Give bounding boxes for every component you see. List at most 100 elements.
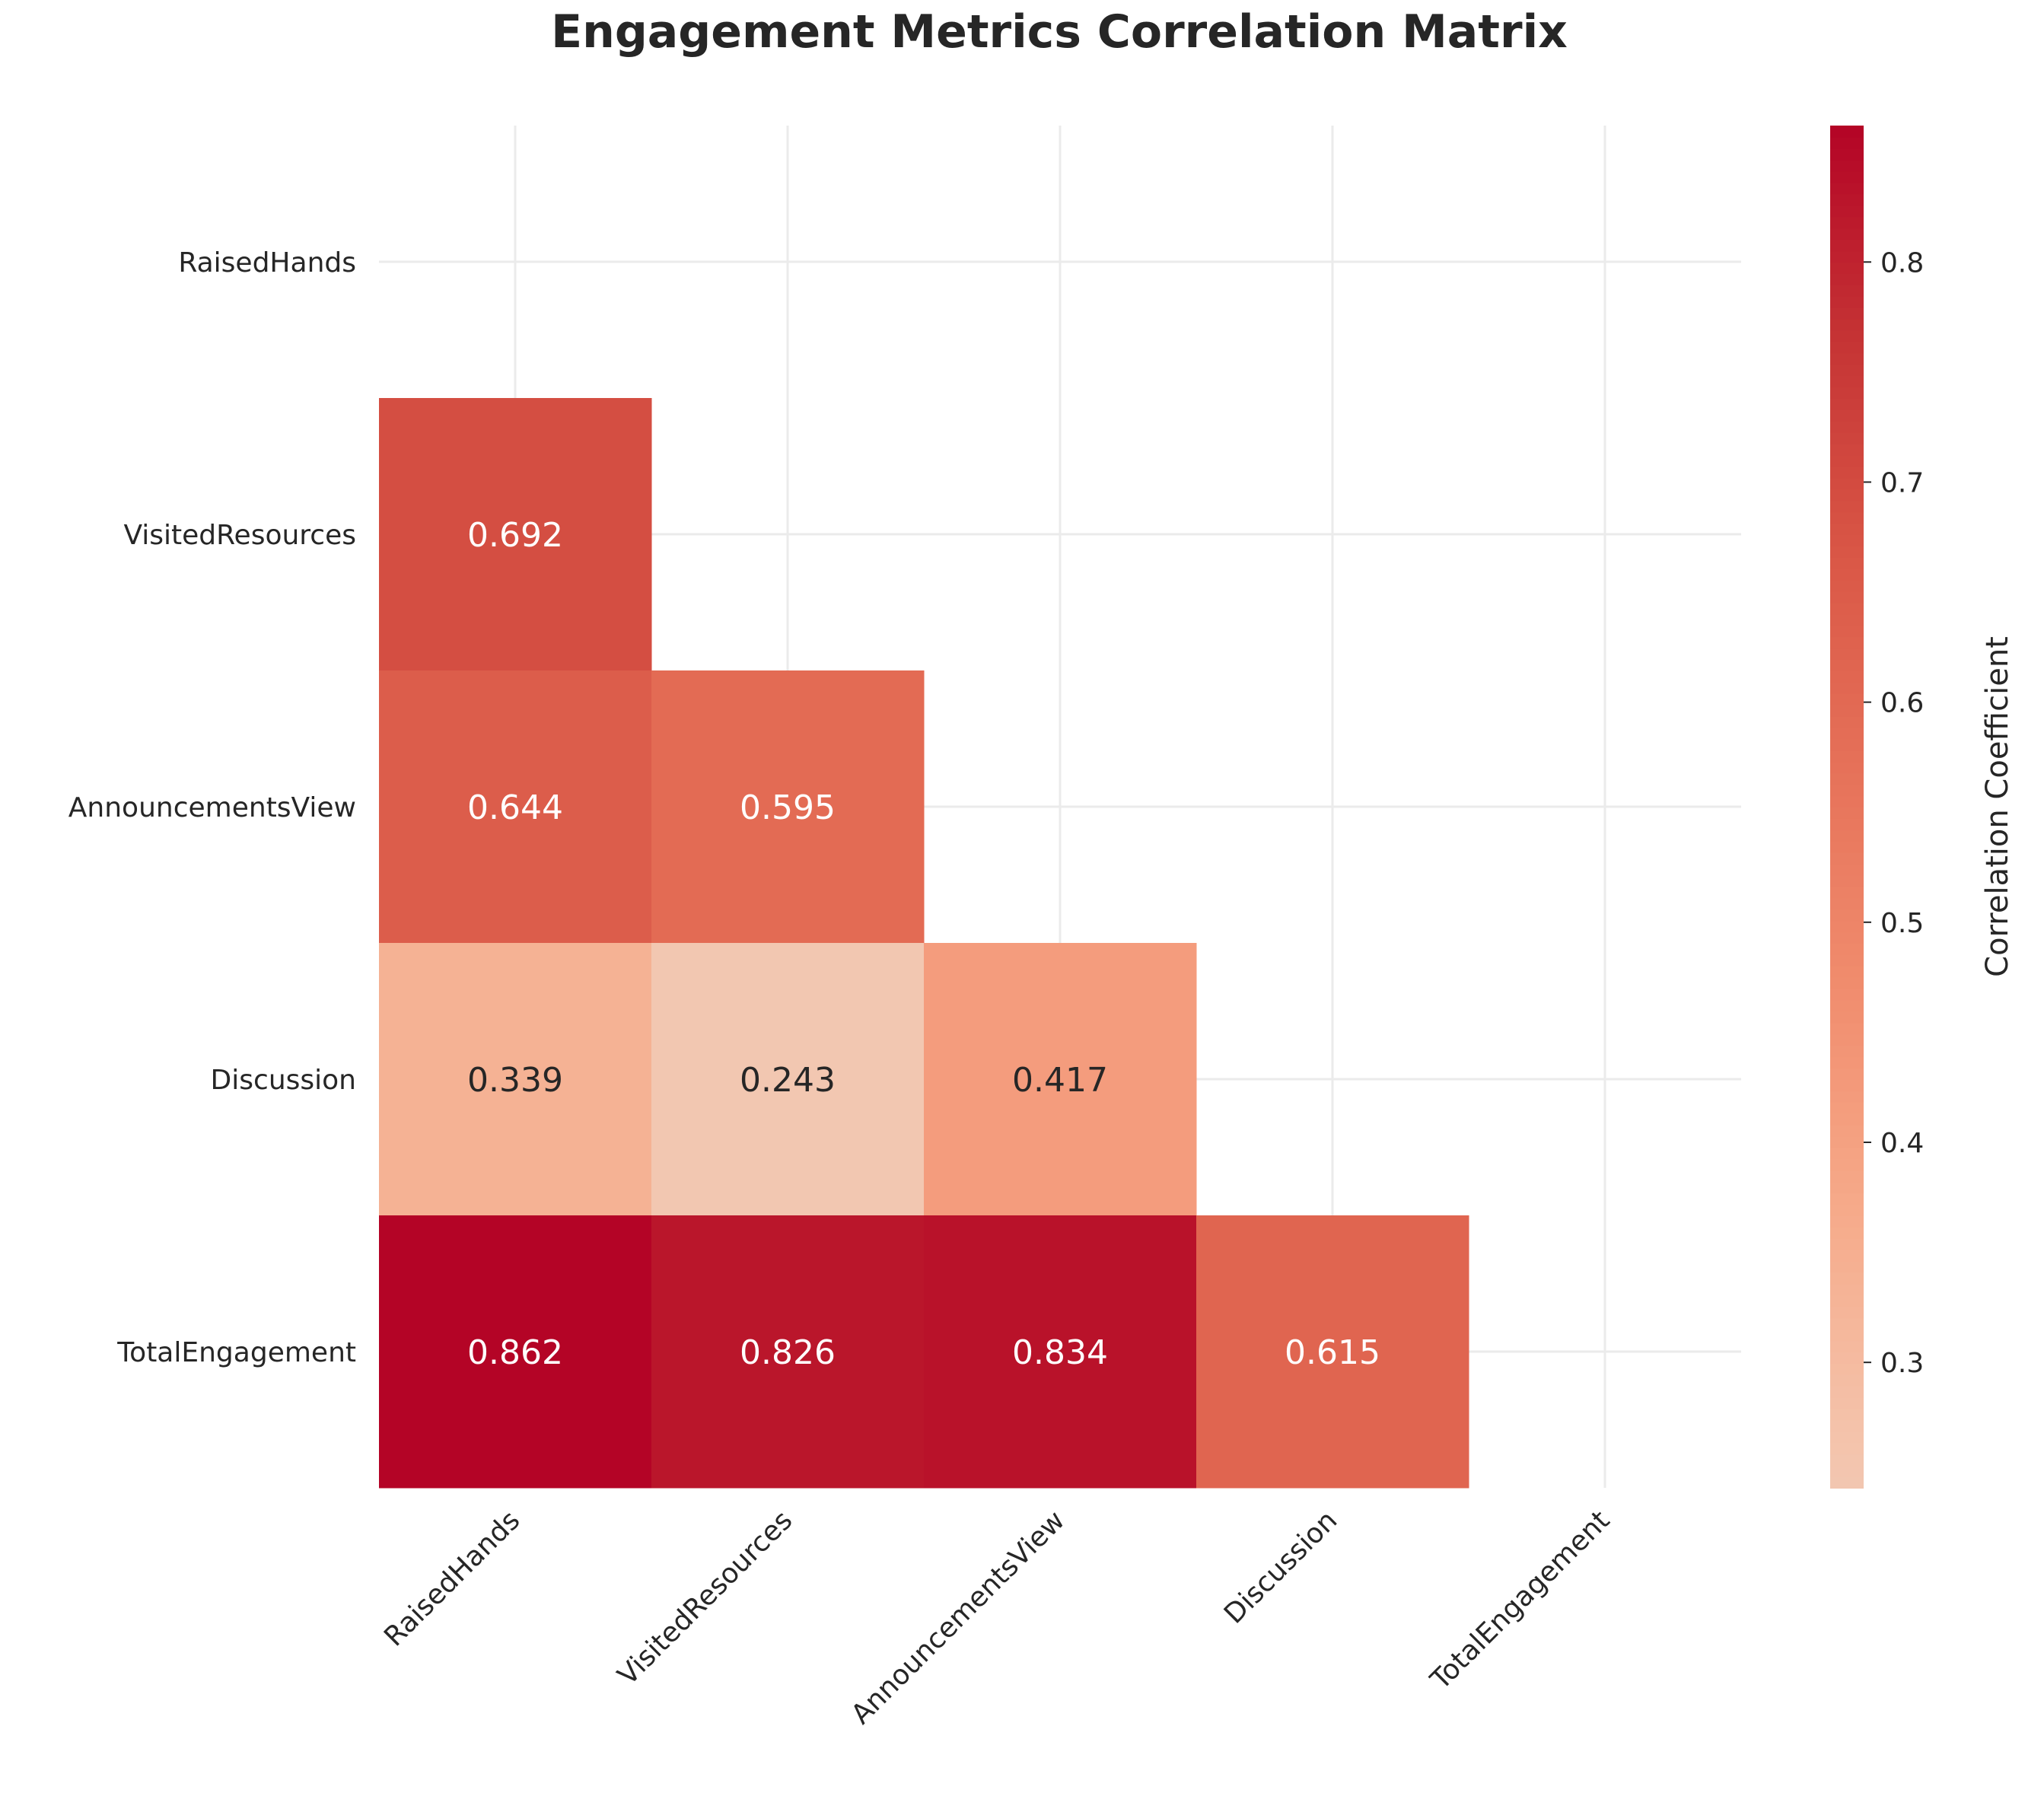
colorbar-segment <box>1830 693 1864 705</box>
colorbar-segment <box>1830 772 1864 785</box>
colorbar-segment <box>1830 1170 1864 1183</box>
cell-annotation: 0.615 <box>1285 1333 1380 1372</box>
colorbar-segment <box>1830 954 1864 967</box>
colorbar-segment <box>1830 840 1864 853</box>
colorbar-segment <box>1830 1101 1864 1114</box>
colorbar-tick-label: 0.5 <box>1880 908 1924 939</box>
colorbar-segment <box>1830 262 1864 274</box>
colorbar-segment <box>1830 250 1864 263</box>
colorbar-segment <box>1830 750 1864 763</box>
colorbar-segment <box>1830 1465 1864 1478</box>
x-tick-label: AnnouncementsView <box>845 1505 1071 1730</box>
colorbar-segment <box>1830 228 1864 240</box>
colorbar-segment <box>1830 738 1864 751</box>
colorbar-segment <box>1830 1442 1864 1455</box>
colorbar-segment <box>1830 1352 1864 1364</box>
colorbar-segment <box>1830 795 1864 807</box>
colorbar-segment <box>1830 500 1864 513</box>
colorbar-segment <box>1830 568 1864 581</box>
colorbar-segment <box>1830 182 1864 195</box>
colorbar-segment <box>1830 591 1864 604</box>
colorbar-segment <box>1830 988 1864 1001</box>
colorbar-segment <box>1830 1135 1864 1148</box>
heatmap-cell <box>379 670 652 944</box>
colorbar-segment <box>1830 613 1864 626</box>
heatmap-cells <box>379 398 1469 1489</box>
colorbar-segment <box>1830 897 1864 910</box>
colorbar-segment <box>1830 1385 1864 1398</box>
colorbar-segment <box>1830 1397 1864 1409</box>
colorbar-segment <box>1830 205 1864 218</box>
colorbar-segment <box>1830 523 1864 535</box>
colorbar-segment <box>1830 999 1864 1012</box>
colorbar-segment <box>1830 330 1864 342</box>
colorbar-segment <box>1830 1476 1864 1489</box>
colorbar-segment <box>1830 511 1864 524</box>
colorbar-tick-label: 0.4 <box>1880 1128 1924 1159</box>
colorbar-segment <box>1830 579 1864 592</box>
colorbar-segment <box>1830 965 1864 978</box>
colorbar-segment <box>1830 420 1864 433</box>
colorbar-segment <box>1830 216 1864 229</box>
heatmap-cell <box>651 670 925 944</box>
y-tick-label: RaisedHands <box>178 247 356 279</box>
colorbar-segment <box>1830 1272 1864 1285</box>
colorbar-segment <box>1830 1431 1864 1444</box>
cell-annotation: 0.834 <box>1012 1333 1108 1372</box>
colorbar-segment <box>1830 704 1864 717</box>
colorbar-segment <box>1830 1113 1864 1126</box>
colorbar-segment <box>1830 681 1864 694</box>
colorbar-segment <box>1830 727 1864 740</box>
colorbar-segment <box>1830 761 1864 774</box>
colorbar-segment <box>1830 295 1864 308</box>
heatmap-cell <box>651 943 925 1216</box>
colorbar-segment <box>1830 1090 1864 1103</box>
x-tick-labels: RaisedHands VisitedResources Announcements… <box>378 1505 1616 1730</box>
y-tick-label: VisitedResources <box>123 520 356 551</box>
colorbar-segment <box>1830 909 1864 922</box>
colorbar-segment <box>1830 1260 1864 1273</box>
colorbar-segment <box>1830 556 1864 569</box>
colorbar-segment <box>1830 1408 1864 1421</box>
colorbar-segment <box>1830 375 1864 388</box>
colorbar-segment <box>1830 1215 1864 1228</box>
cell-annotation: 0.243 <box>740 1061 836 1100</box>
heatmap-cell <box>379 1215 652 1489</box>
colorbar-segment <box>1830 432 1864 444</box>
colorbar-segment <box>1830 659 1864 671</box>
colorbar-segment <box>1830 932 1864 944</box>
colorbar-label: Correlation Coefficient <box>1980 636 2015 977</box>
heatmap-cell <box>924 943 1197 1216</box>
x-tick-label: RaisedHands <box>378 1505 526 1652</box>
colorbar-segment <box>1830 1181 1864 1194</box>
colorbar-tick-label: 0.6 <box>1880 688 1924 719</box>
cell-annotation: 0.417 <box>1012 1061 1108 1100</box>
colorbar-segment <box>1830 1340 1864 1352</box>
colorbar-segment <box>1830 1193 1864 1205</box>
colorbar-segment <box>1830 863 1864 876</box>
colorbar: 0.3 0.4 0.5 0.6 0.7 0.8 <box>1830 126 1924 1489</box>
heatmap-cell <box>379 943 652 1216</box>
cell-annotations: 0.692 0.644 0.595 0.339 0.243 0.417 0.862 0.826… <box>467 516 1380 1372</box>
colorbar-tick-label: 0.7 <box>1880 467 1924 498</box>
heatmap-cell <box>379 398 652 671</box>
heatmap-cell <box>924 1215 1197 1489</box>
colorbar-segment <box>1830 1011 1864 1024</box>
colorbar-segment <box>1830 318 1864 331</box>
colorbar-segment <box>1830 170 1864 183</box>
colorbar-segment <box>1830 715 1864 728</box>
x-tick-label: TotalEngagement <box>1425 1505 1616 1696</box>
colorbar-segment <box>1830 625 1864 638</box>
colorbar-segment <box>1830 807 1864 819</box>
colorbar-segment <box>1830 466 1864 479</box>
colorbar-segment <box>1830 398 1864 410</box>
colorbar-segment <box>1830 443 1864 456</box>
colorbar-segment <box>1830 648 1864 661</box>
colorbar-segment <box>1830 920 1864 933</box>
y-tick-label: TotalEngagement <box>116 1337 356 1368</box>
colorbar-segment <box>1830 1158 1864 1171</box>
colorbar-segment <box>1830 1068 1864 1080</box>
colorbar-segment <box>1830 1237 1864 1250</box>
